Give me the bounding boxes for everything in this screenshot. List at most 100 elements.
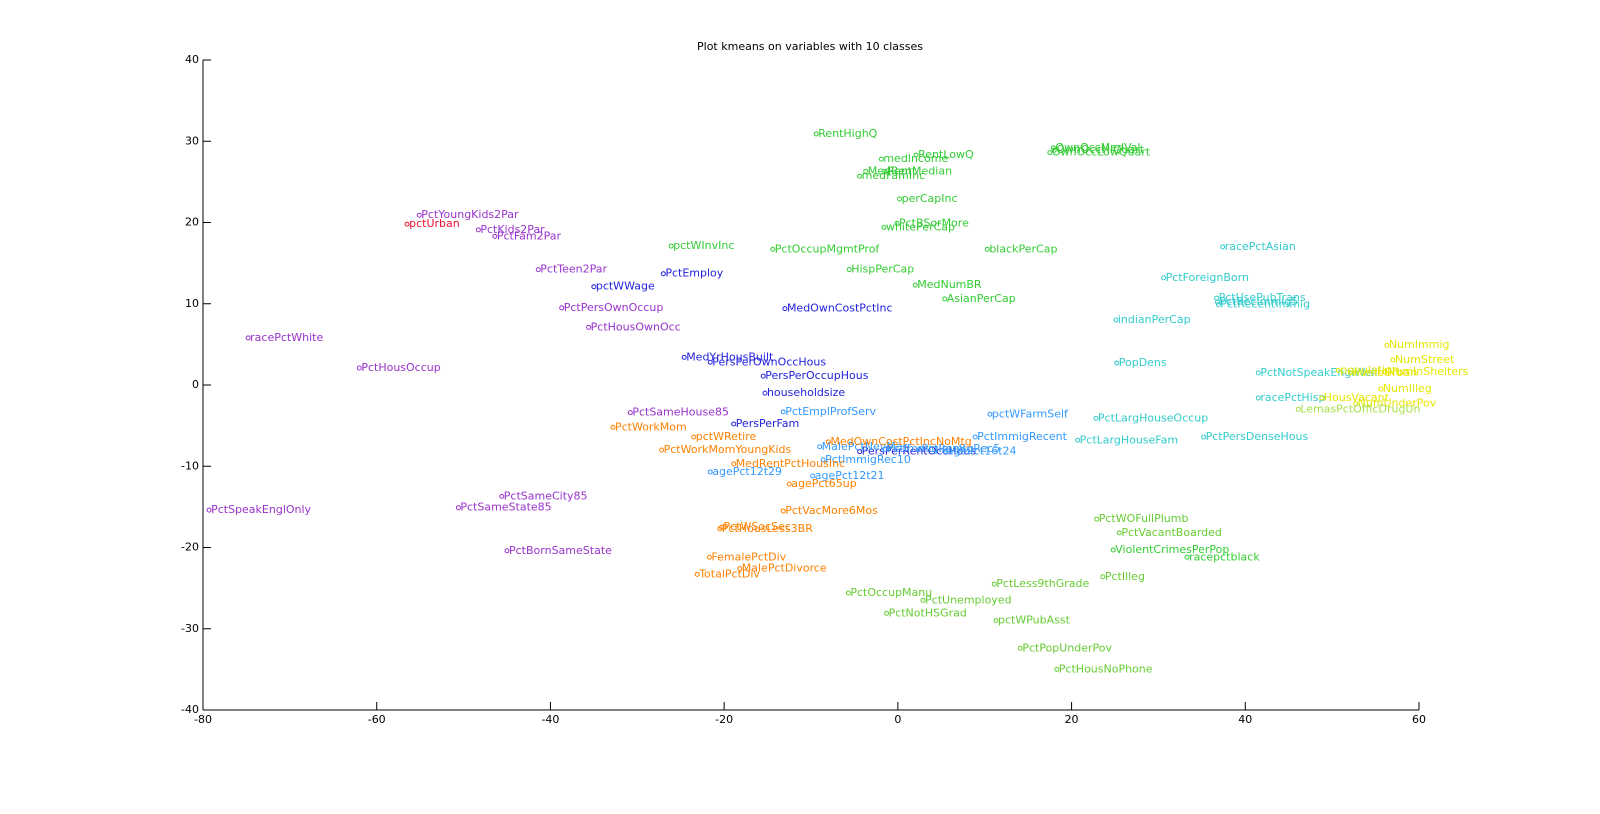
- point: [863, 168, 869, 174]
- point-label: agePct16t24: [947, 445, 1017, 458]
- y-tick-label: 20: [185, 216, 199, 229]
- point-label: PctPersDenseHous: [1206, 430, 1309, 443]
- point-label: PctHousNoPhone: [1059, 662, 1153, 675]
- point: [1093, 415, 1099, 421]
- point-label: PctNotHSGrad: [889, 606, 967, 619]
- point-label: AsianPerCap: [947, 292, 1016, 305]
- point: [668, 243, 674, 249]
- point: [694, 571, 700, 577]
- point: [884, 610, 890, 616]
- point-label: blackPerCap: [989, 242, 1057, 255]
- point-label: medFamInc: [862, 169, 926, 182]
- point: [1017, 645, 1023, 651]
- point: [1347, 370, 1353, 376]
- point: [972, 434, 978, 440]
- point-label: numbUrban: [1352, 366, 1417, 379]
- point-label: PctRecentImmig: [1220, 298, 1310, 311]
- point-label: MalePctDivorce: [742, 562, 827, 575]
- point-label: MedRentPctHousInc: [736, 457, 845, 470]
- point-label: pctWPubAsst: [998, 614, 1071, 627]
- x-tick-label: 0: [894, 713, 901, 726]
- point-label: householdsize: [767, 386, 845, 399]
- point: [897, 196, 903, 202]
- point-label: NumInShelters: [1387, 365, 1469, 378]
- point: [1184, 554, 1190, 560]
- y-tick-label: -40: [181, 703, 199, 716]
- point-label: agePct12t29: [712, 465, 782, 478]
- y-tick-label: 10: [185, 297, 199, 310]
- point: [762, 390, 768, 396]
- point: [1390, 357, 1396, 363]
- point-label: FemalePctDiv: [711, 550, 786, 563]
- point: [1319, 395, 1325, 401]
- point-label: PctImmigRec5: [922, 442, 1001, 455]
- point: [1353, 401, 1359, 407]
- point-label: PctUsePubTrans: [1219, 291, 1306, 304]
- point-label: OwnOccHiQuart: [1056, 143, 1145, 156]
- point: [559, 305, 565, 311]
- point: [1094, 516, 1100, 522]
- x-tick-label: -40: [541, 713, 559, 726]
- point: [1214, 299, 1220, 305]
- point-label: PctEmploy: [665, 267, 723, 280]
- point: [1075, 437, 1081, 443]
- point: [245, 335, 251, 341]
- point-label: LemasPctOfficDrugUn: [1300, 402, 1420, 415]
- point-label: PctImmigRecent: [977, 430, 1067, 443]
- point-label: racePctHisp: [1260, 391, 1325, 404]
- point: [1295, 406, 1301, 412]
- point: [825, 439, 831, 445]
- point-label: PctKids2Par: [480, 223, 545, 236]
- point-label: PctHousOccup: [361, 361, 440, 374]
- point-label: PctLargHouseFam: [1080, 433, 1178, 446]
- point: [817, 444, 823, 450]
- x-tick-label: -60: [368, 713, 386, 726]
- point: [206, 507, 212, 513]
- point: [1382, 369, 1388, 375]
- point: [1051, 147, 1057, 153]
- point: [731, 421, 737, 427]
- point: [786, 481, 792, 487]
- point-label: perCapInc: [902, 192, 958, 205]
- point-label: PctSpeakEnglOnly: [211, 503, 311, 516]
- point: [681, 354, 687, 360]
- point-label: PctTeen2Par: [540, 263, 607, 276]
- point: [1054, 666, 1060, 672]
- point-label: PctWorkMom: [615, 420, 687, 433]
- point: [857, 173, 863, 179]
- point: [857, 449, 863, 455]
- point-label: PctImmigRec8: [887, 442, 966, 455]
- point: [586, 324, 592, 330]
- point-label: indianPerCap: [1118, 313, 1191, 326]
- point: [780, 508, 786, 514]
- point: [1201, 434, 1207, 440]
- y-tick-label: 30: [185, 134, 199, 147]
- point: [782, 306, 788, 312]
- point: [1378, 386, 1384, 392]
- point-label: PctBornSameState: [509, 544, 612, 557]
- point-label: pctWRetire: [696, 430, 757, 443]
- point: [499, 493, 505, 499]
- point-label: PctOccupManu: [850, 586, 932, 599]
- point-label: MedNumBR: [917, 278, 982, 291]
- point-label: racePctWhite: [250, 331, 323, 344]
- point-label: NumImmig: [1389, 338, 1450, 351]
- point: [1110, 547, 1116, 553]
- point: [991, 581, 997, 587]
- point-label: pctWFarmSelf: [992, 407, 1069, 420]
- point: [610, 424, 616, 430]
- point: [1161, 275, 1167, 281]
- point: [820, 457, 826, 463]
- point: [845, 590, 851, 596]
- point-label: PctWOFullPlumb: [1099, 512, 1189, 525]
- x-tick-label: 60: [1412, 713, 1426, 726]
- point-label: RentHighQ: [818, 127, 877, 140]
- point: [882, 446, 888, 452]
- point-label: PersPerFam: [736, 417, 800, 430]
- point-label: PctUnemployed: [925, 593, 1012, 606]
- point-label: pctWInvInc: [673, 239, 734, 252]
- point: [1100, 574, 1106, 580]
- point-label: PctWorkMomYoungKids: [664, 443, 792, 456]
- point: [737, 566, 743, 572]
- point-label: PctVacantBoarded: [1121, 526, 1222, 539]
